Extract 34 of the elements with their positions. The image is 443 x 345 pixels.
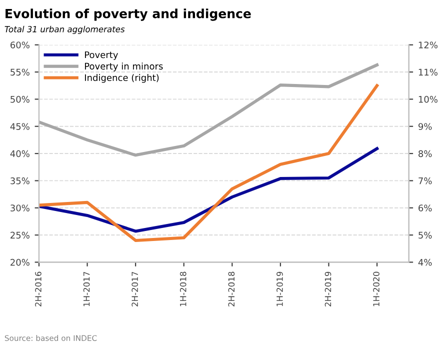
y2-tick-label: 12% (418, 42, 438, 48)
x-tick-label: 1H-2018 (180, 272, 186, 306)
legend-label: Poverty in minors (85, 62, 163, 72)
x-tick-label: 1H-2020 (373, 272, 380, 306)
y-tick-label: 25% (10, 232, 30, 239)
x-tick-label: 2H-2019 (324, 272, 332, 306)
x-tick-label: 2H-2018 (228, 272, 235, 306)
y2-tick-label: 11% (418, 68, 438, 76)
y2-tick-label: 10% (418, 96, 438, 103)
y2-tick-label: 8% (418, 150, 432, 158)
line-series (38, 63, 379, 157)
y-tick-label: 35% (10, 177, 30, 184)
y2-tick-label: 4% (418, 258, 432, 266)
y-tick-label: 45% (10, 123, 30, 130)
line-series (38, 84, 379, 242)
x-tick-label: 2H-2017 (132, 272, 138, 306)
y-tick-label: 20% (10, 258, 30, 266)
y2-tick-label: 5% (418, 232, 432, 239)
y-tick-label: 40% (10, 150, 30, 158)
legend-label: Indigence (right) (85, 74, 159, 83)
y2-tick-label: 7% (418, 177, 432, 184)
y-tick-label: 50% (10, 96, 30, 103)
legend-label: Poverty (85, 51, 118, 60)
y2-tick-label: 6% (418, 204, 432, 212)
y-tick-label: 60% (10, 42, 30, 48)
y-tick-label: 30% (10, 204, 30, 212)
chart-subtitle: Total 31 urban agglomerates (4, 26, 125, 34)
x-tick-label: 2H-2016 (35, 272, 42, 306)
x-tick-label: 1H-2019 (276, 272, 283, 306)
x-tick-label: 1H-2017 (83, 272, 90, 306)
y2-tick-label: 9% (418, 123, 432, 130)
chart-title: Evolution of poverty and indigence (6, 8, 251, 21)
y-tick-label: 55% (10, 68, 30, 76)
line-series (38, 147, 379, 233)
